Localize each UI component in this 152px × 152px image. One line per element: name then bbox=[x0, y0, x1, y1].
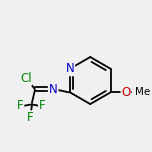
Text: O: O bbox=[121, 86, 130, 99]
Text: N: N bbox=[49, 83, 58, 96]
Text: N: N bbox=[66, 62, 74, 75]
Text: Cl: Cl bbox=[20, 72, 32, 85]
Text: F: F bbox=[38, 99, 45, 112]
Text: F: F bbox=[27, 111, 34, 124]
Text: F: F bbox=[17, 99, 24, 112]
Text: Me: Me bbox=[135, 87, 150, 97]
